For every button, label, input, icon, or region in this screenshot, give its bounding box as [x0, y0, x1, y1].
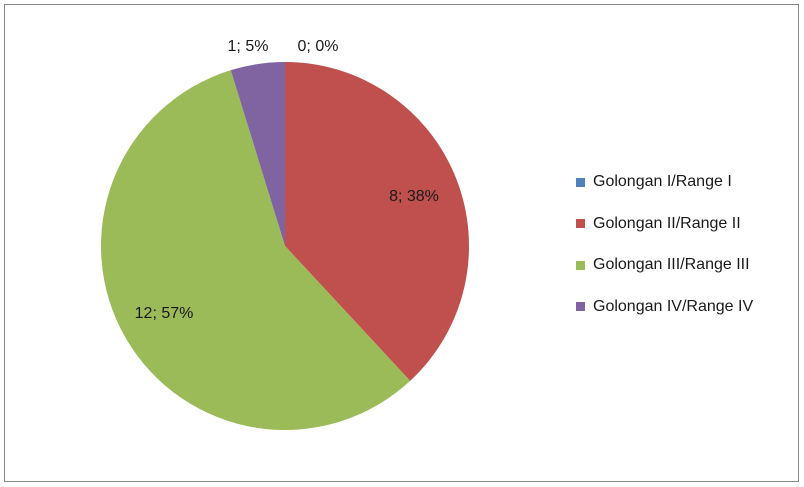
legend-label: Golongan III/Range III	[593, 256, 750, 273]
data-label-3: 12; 57%	[135, 305, 194, 322]
pie-slice-2	[285, 62, 469, 381]
legend-label: Golongan II/Range II	[593, 214, 741, 232]
legend-item-golongan-4: Golongan IV/Range IV	[576, 297, 753, 317]
legend-swatch	[576, 219, 585, 228]
chart-legend: Golongan I/Range I Golongan II/Range II …	[576, 172, 753, 338]
data-label-2: 8; 38%	[389, 188, 439, 205]
legend-swatch	[576, 177, 585, 187]
legend-swatch	[576, 260, 585, 270]
data-label-4: 1; 5%	[228, 38, 269, 55]
pie-slice-3	[100, 70, 411, 430]
legend-item-golongan-3: Golongan III/Range III	[576, 255, 753, 275]
legend-item-golongan-2: Golongan II/Range II	[576, 214, 753, 234]
legend-swatch	[576, 302, 585, 311]
legend-label: Golongan I/Range I	[593, 173, 732, 190]
pie-slice-4	[230, 62, 285, 246]
legend-item-golongan-1: Golongan I/Range I	[576, 172, 753, 192]
data-label-1: 0; 0%	[298, 38, 339, 55]
legend-label: Golongan IV/Range IV	[593, 297, 754, 315]
